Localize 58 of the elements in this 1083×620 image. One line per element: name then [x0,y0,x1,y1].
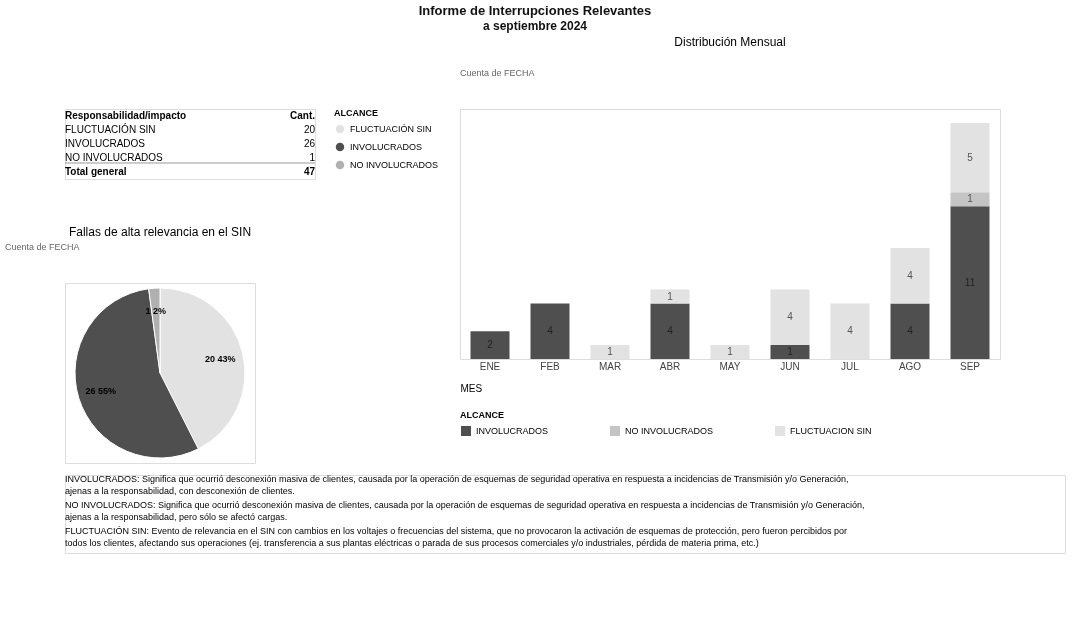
legend-label: FLUCTUACIÓN SIN [350,124,432,134]
data-label: 20 [303,124,316,135]
data-label: 1 [309,152,316,163]
x-tick-label: JUL [841,360,860,372]
data-label: 47 [303,166,316,177]
text: FLUCTUACIÓN SIN: Evento de relevancia en el SIN con cambios en los voltajes o frecuencias del sistema, que no provocaron la activación de esquemas de protección, pero fueron percibidos por todos los clientes, afectando sus operaciones (ej. transferencia a sus plantas eléctricas o parada de sus procesos comerciales y/o industriales, pérdida de materia prima, etc.) [65,526,847,548]
chart-title: Distribución Mensual [674,35,786,49]
x-axis-title: MES [460,382,483,394]
data-label: 4 [907,269,914,281]
x-tick-label: AGO [898,360,922,372]
legend-title: ALCANCE [460,410,504,420]
data-label: 20 43% [205,353,236,364]
data-label: 4 [847,325,854,337]
bar [470,331,510,359]
legend-label: INVOLUCRADOS [350,142,423,152]
text: Responsabilidad/impacto [65,110,187,121]
text: Fallas de alta relevancia en el SIN [68,225,252,239]
x-tick-label: ENE [479,360,501,372]
data-label: 4 [787,311,794,323]
bar [950,122,990,193]
text: Cant. [290,110,316,121]
data-label: 26 55% [85,386,117,397]
bar [770,345,810,359]
data-label: 1 [967,193,974,205]
legend-label: INVOLUCRADOS [476,426,549,436]
legend-title: ALCANCE [334,108,378,118]
bar [530,303,570,359]
bar [890,303,930,359]
legend-label: NO INVOLUCRADOS [350,160,439,170]
text: Cuenta de FECHA [460,68,535,78]
data-label: 26 [303,138,316,149]
legend-label: NO INVOLUCRADOS [625,426,714,436]
x-tick-label: JUN [780,360,800,372]
category-label: Total general [65,166,127,177]
bar [890,247,930,304]
x-tick-label: SEP [959,360,981,372]
category-label: NO INVOLUCRADOS [65,152,164,163]
data-label: 1 2% [145,306,167,317]
x-tick-label: FEB [540,360,561,372]
x-tick-label: MAR [598,360,622,372]
category-label: INVOLUCRADOS [65,138,146,149]
bar [650,303,690,359]
x-tick-label: MAY [719,360,741,372]
bar [950,206,990,359]
data-label: 5 [967,151,974,163]
x-tick-label: ABR [659,360,681,372]
text: Informe de Interrupciones Relevantes [418,2,652,18]
text: NO INVOLUCRADOS: Significa que ocurrió desconexión masiva de clientes, causada por la operación de esquemas de seguridad operativa en respuesta a incidencias de Transmisión y/o Generación, ajenas a la responsabilidad, pero sólo se afectó cargas. [65,500,865,522]
data-label: 1 [727,346,734,358]
legend-label: FLUCTUACION SIN [790,426,872,436]
bar [950,192,990,207]
data-label: 1 [667,290,674,302]
data-label: 1 [607,346,614,358]
text: Cuenta de FECHA [5,242,80,252]
text: INVOLUCRADOS: Significa que ocurrió desconexión masiva de clientes, causada por la operación de esquemas de seguridad operativa en respuesta a incidencias de Transmisión y/o Generación, ajenas a la responsabilidad, con desconexión de clientes. [65,474,849,496]
bar [770,289,810,346]
category-label: FLUCTUACIÓN SIN [65,123,156,135]
text: a septiembre 2024 [482,18,588,33]
